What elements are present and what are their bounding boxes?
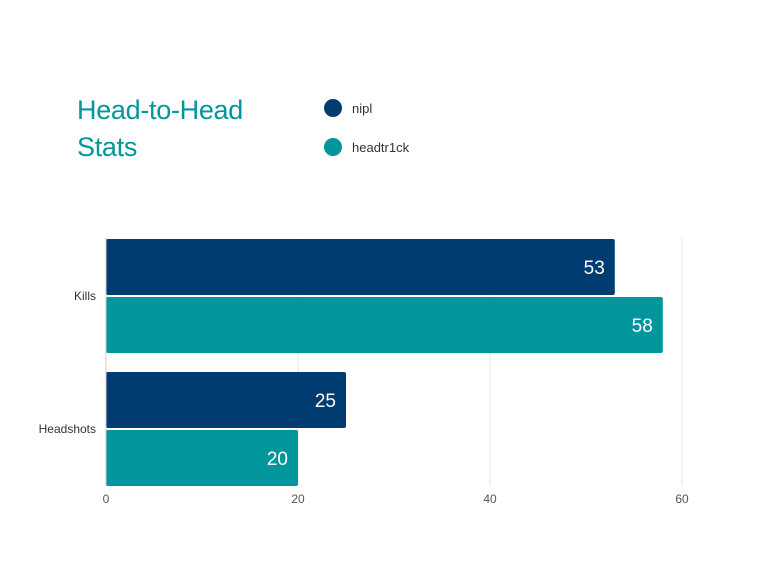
chart-title: Head-to-Head Stats xyxy=(77,95,243,162)
legend-swatch-headtr1ck xyxy=(324,138,342,156)
bar-headshots-nipl xyxy=(106,372,346,428)
legend-item-headtr1ck: headtr1ck xyxy=(324,136,409,158)
legend-label-nipl: nipl xyxy=(352,100,373,116)
legend-swatch-nipl xyxy=(324,99,342,117)
legend-item-nipl: nipl xyxy=(324,97,372,119)
bar-value-label-kills-nipl: 53 xyxy=(584,258,605,279)
bar-value-label-headshots-nipl: 25 xyxy=(315,391,336,412)
x-tick-label-0: 0 xyxy=(103,492,110,506)
bar-kills-nipl xyxy=(106,239,615,295)
category-label-kills: Kills xyxy=(74,289,96,303)
bar-value-label-headshots-headtr1ck: 20 xyxy=(267,449,288,470)
legend-label-headtr1ck: headtr1ck xyxy=(352,139,410,155)
bar-headshots-headtr1ck xyxy=(106,430,298,486)
x-tick-label-40: 40 xyxy=(483,492,497,506)
bar-value-label-kills-headtr1ck: 58 xyxy=(632,316,653,337)
category-label-headshots: Headshots xyxy=(39,422,96,436)
x-tick-label-60: 60 xyxy=(675,492,689,506)
bar-kills-headtr1ck xyxy=(106,297,663,353)
x-tick-label-20: 20 xyxy=(291,492,305,506)
